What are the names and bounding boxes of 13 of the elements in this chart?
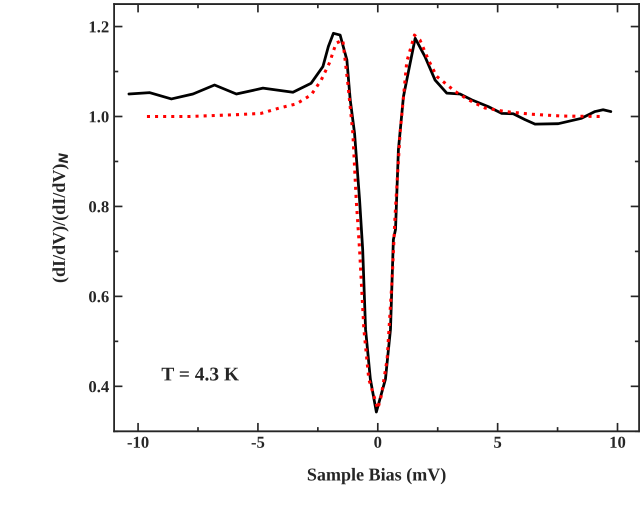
y-tick-label: 0.4	[89, 381, 109, 392]
x-tick-label: -10	[128, 436, 149, 448]
x-tick-label: 10	[610, 436, 626, 448]
x-tick-label: 0	[374, 436, 382, 448]
x-tick-label: 5	[494, 436, 502, 448]
y-tick-label: 0.8	[89, 201, 109, 212]
y-tick-label: 1.2	[90, 21, 109, 33]
y-tick-label: 1.0	[90, 111, 109, 123]
x-axis-title: Sample Bias (mV)	[308, 468, 446, 484]
y-axis-title: (dI/dV)/(dI/dV)$_{N}$	[52, 153, 69, 282]
annotation: T = 4.3 K	[162, 368, 239, 381]
x-tick-label: -5	[252, 436, 264, 448]
y-tick-label: 0.6	[89, 291, 109, 302]
